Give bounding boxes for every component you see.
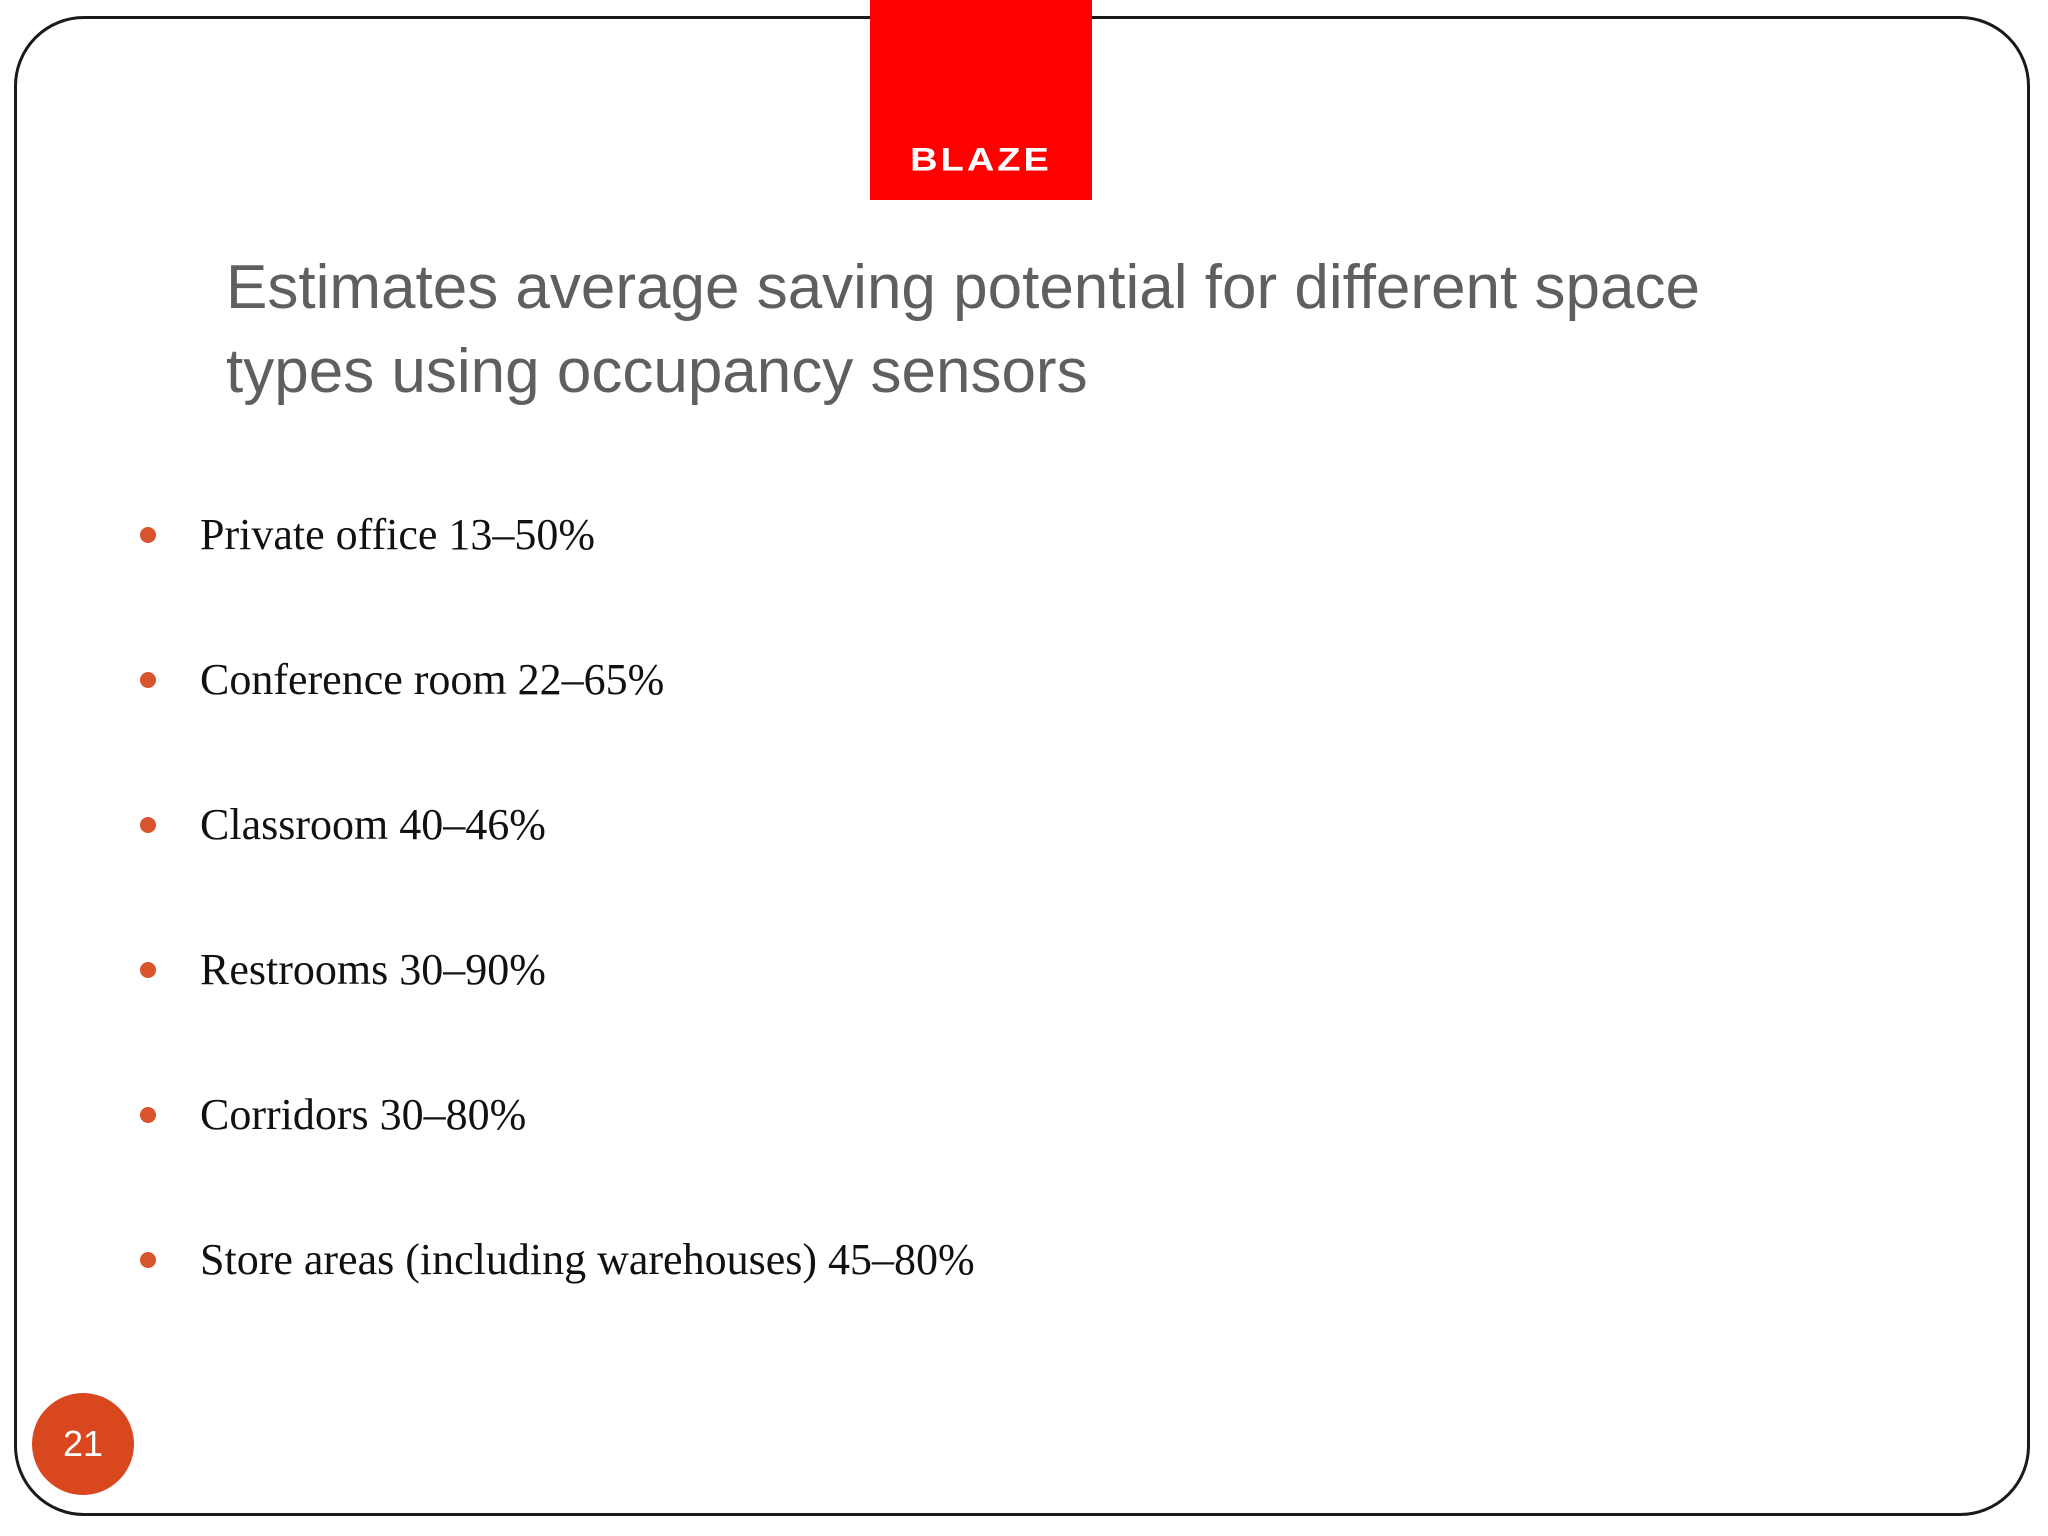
bullet-text: Store areas (including warehouses) 45–80… bbox=[200, 1235, 975, 1284]
bullet-item-classroom: Classroom 40–46% bbox=[140, 795, 975, 940]
bullet-dot-icon bbox=[140, 962, 156, 978]
bullet-text: Conference room 22–65% bbox=[200, 655, 665, 704]
bullet-dot-icon bbox=[140, 527, 156, 543]
bullet-item-private-office: Private office 13–50% bbox=[140, 505, 975, 650]
slide-title-line-1: Estimates average saving potential for d… bbox=[226, 253, 1700, 322]
bullet-text: Corridors 30–80% bbox=[200, 1090, 527, 1139]
logo-text: BLAZE bbox=[910, 142, 1052, 178]
bullet-item-store-areas: Store areas (including warehouses) 45–80… bbox=[140, 1230, 975, 1375]
slide-title: Estimates average saving potential for d… bbox=[226, 246, 1846, 414]
bullet-list: Private office 13–50% Conference room 22… bbox=[140, 505, 975, 1375]
slide-frame bbox=[14, 16, 2030, 1516]
page-number: 21 bbox=[62, 1423, 104, 1464]
bullet-dot-icon bbox=[140, 672, 156, 688]
slide-title-line-2: types using occupancy sensors bbox=[226, 337, 1088, 406]
bullet-dot-icon bbox=[140, 817, 156, 833]
bullet-dot-icon bbox=[140, 1252, 156, 1268]
bullet-text: Classroom 40–46% bbox=[200, 800, 546, 849]
bullet-item-restrooms: Restrooms 30–90% bbox=[140, 940, 975, 1085]
bullet-text: Restrooms 30–90% bbox=[200, 945, 546, 994]
bullet-text: Private office 13–50% bbox=[200, 510, 596, 559]
bullet-item-conference-room: Conference room 22–65% bbox=[140, 650, 975, 795]
bullet-dot-icon bbox=[140, 1107, 156, 1123]
blaze-logo: BLAZE bbox=[870, 0, 1092, 200]
bullet-item-corridors: Corridors 30–80% bbox=[140, 1085, 975, 1230]
page-number-badge: 21 bbox=[32, 1393, 134, 1495]
